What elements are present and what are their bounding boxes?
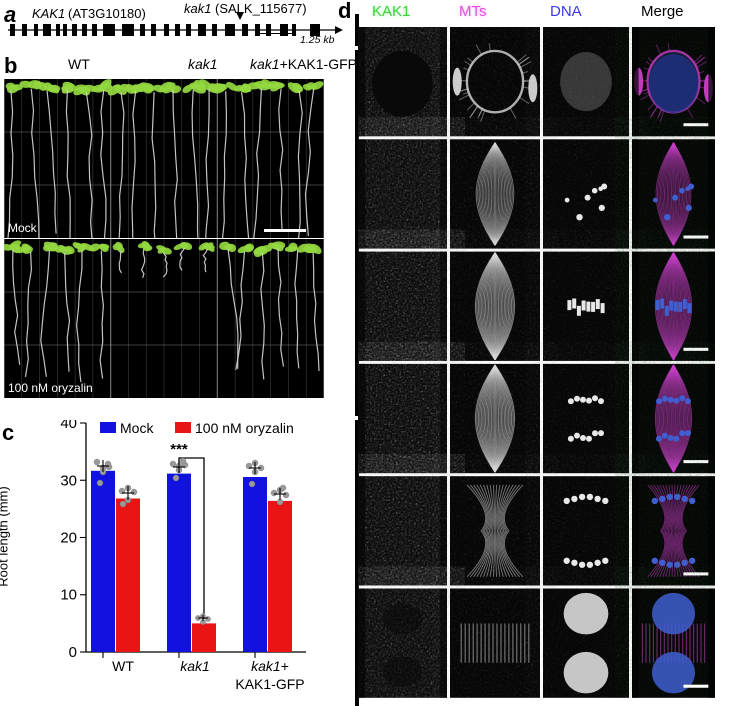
svg-text:30: 30	[60, 473, 77, 490]
svg-text:40: 40	[60, 420, 77, 432]
svg-text:20: 20	[60, 530, 77, 547]
svg-text:0: 0	[69, 644, 77, 661]
svg-text:10: 10	[60, 587, 77, 604]
svg-text:***: ***	[170, 441, 188, 458]
